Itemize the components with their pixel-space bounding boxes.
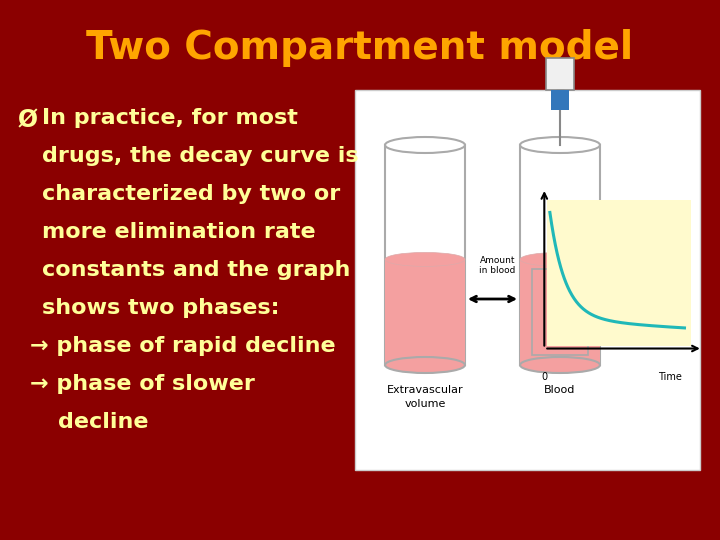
Text: more elimination rate: more elimination rate	[42, 222, 315, 242]
Bar	[600, 300, 622, 324]
Ellipse shape	[385, 252, 465, 266]
Ellipse shape	[520, 252, 600, 266]
Text: Ø: Ø	[18, 108, 38, 132]
Bar	[520, 259, 600, 365]
Ellipse shape	[385, 137, 465, 153]
Text: volume: volume	[405, 399, 446, 409]
Text: → phase of slower: → phase of slower	[30, 374, 255, 394]
Bar	[385, 259, 465, 365]
Bar	[556, 90, 564, 98]
Bar	[520, 145, 600, 365]
Bar	[355, 90, 700, 470]
Text: shows two phases:: shows two phases:	[42, 298, 279, 318]
Text: decline: decline	[58, 412, 148, 432]
Text: Time: Time	[657, 372, 682, 382]
Text: Amount
in blood: Amount in blood	[479, 256, 516, 275]
Bar	[551, 90, 569, 110]
Ellipse shape	[605, 318, 615, 333]
Ellipse shape	[520, 357, 600, 373]
Bar	[385, 145, 465, 365]
Text: drugs, the decay curve is: drugs, the decay curve is	[42, 146, 359, 166]
Text: 0: 0	[541, 372, 547, 382]
Bar	[546, 58, 574, 90]
Text: → phase of rapid decline: → phase of rapid decline	[30, 336, 336, 356]
Text: Blood: Blood	[544, 385, 576, 395]
Text: Two Compartment model: Two Compartment model	[86, 29, 634, 67]
Text: Extravascular: Extravascular	[387, 385, 463, 395]
Ellipse shape	[520, 137, 600, 153]
Text: characterized by two or: characterized by two or	[42, 184, 341, 204]
Bar	[532, 269, 588, 355]
Ellipse shape	[385, 357, 465, 373]
Text: In practice, for most: In practice, for most	[42, 108, 298, 128]
Text: constants and the graph: constants and the graph	[42, 260, 351, 280]
